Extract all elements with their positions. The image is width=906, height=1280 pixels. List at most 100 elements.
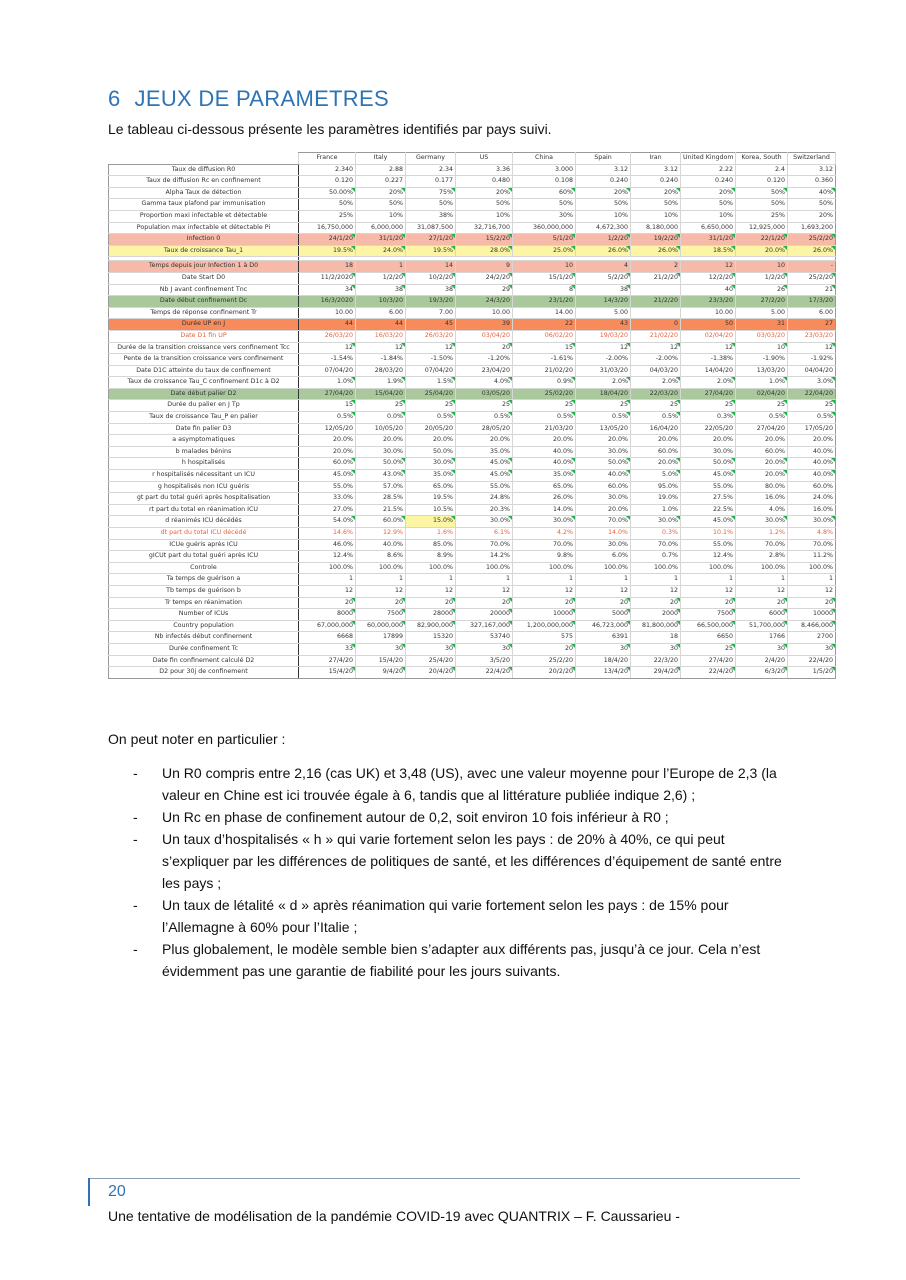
table-cell: 7500: [355, 608, 406, 621]
row-label: Ta temps de guérison a: [108, 573, 299, 586]
table-cell: 0.120: [735, 175, 788, 188]
column-header: Italy: [355, 152, 406, 165]
table-cell: 100.0%: [630, 561, 681, 575]
table-cell: 57.0%: [355, 480, 406, 494]
table-cell: 07/04/20: [405, 364, 456, 378]
table-cell: 30: [575, 642, 631, 656]
table-cell: 20.0%: [575, 434, 631, 447]
table-cell: 1: [298, 573, 356, 586]
table-cell: 100.0%: [298, 561, 356, 575]
table-cell: 10: [512, 260, 576, 273]
table-cell: 29/4/20: [630, 666, 681, 679]
table-row: Alpha Taux de détection 50.00% 20% 75% 20% 60…: [108, 186, 836, 200]
row-label: Taux de croissance Tau_1: [108, 244, 299, 258]
table-cell: 22/4/20: [787, 654, 836, 668]
table-cell: 60.0%: [355, 515, 406, 528]
table-cell: 16/3/2020: [298, 295, 356, 308]
row-label: h hospitalisés: [108, 457, 299, 471]
table-cell: 12: [455, 584, 513, 598]
table-cell: 53740: [455, 631, 513, 644]
table-cell: 43: [575, 318, 631, 331]
table-cell: 2.8%: [735, 550, 788, 563]
table-cell: 20000: [455, 608, 513, 621]
table-cell: 32,716,700: [455, 221, 513, 235]
table-cell: 2.0%: [680, 376, 736, 389]
table-cell: 19/2/20: [630, 233, 681, 246]
table-cell: 30: [405, 642, 456, 656]
table-cell: 1.5%: [405, 376, 456, 389]
row-label: a asymptomatiques: [108, 434, 299, 447]
table-cell: 10/3/20: [355, 295, 406, 308]
table-cell: 28/05/20: [455, 422, 513, 436]
table-cell: 0.5%: [575, 411, 631, 424]
table-cell: 18/04/20: [575, 387, 631, 401]
table-cell: 25/2/20: [787, 271, 836, 285]
table-cell: 0.5%: [298, 411, 356, 424]
table-cell: 20%: [680, 186, 736, 200]
table-cell: 6/3/20: [735, 666, 788, 679]
table-cell: 25%: [298, 209, 356, 223]
table-cell: 10000: [787, 608, 836, 621]
table-cell: 20.0%: [630, 434, 681, 447]
bullet-item: - Un taux de létalité « d » après réanima…: [133, 894, 793, 938]
table-cell: 26.0%: [787, 244, 836, 258]
table-cell: 38: [355, 283, 406, 297]
table-cell: 31/1/20: [680, 233, 736, 246]
row-label: rt part du total en réanimation ICU: [108, 503, 299, 517]
table-cell: 6000: [735, 608, 788, 621]
table-cell: -1.50%: [405, 353, 456, 366]
table-cell: 30: [455, 642, 513, 656]
table-cell: 44: [298, 318, 356, 331]
table-cell: 30: [355, 642, 406, 656]
table-row: gICUt part du total guéri après ICU 12.4%…: [108, 550, 836, 563]
table-cell: 35.0%: [512, 469, 576, 482]
table-cell: 45.0%: [455, 469, 513, 482]
section-heading: 6 JEUX DE PARAMETRES: [108, 86, 389, 112]
table-cell: 22.5%: [680, 503, 736, 517]
table-row: Tb temps de guérison b 12 12 12 12 12 12 12 12 12…: [108, 584, 836, 598]
table-row: Date D1 fin UP 26/03/20 16/03/20 26/03/20 03…: [108, 329, 836, 343]
table-row: h hospitalisés 60.0% 50.0% 30.0% 45.0% 40.0% 5…: [108, 457, 836, 471]
table-cell: 50%: [298, 198, 356, 211]
section-title: JEUX DE PARAMETRES: [134, 86, 389, 111]
table-cell: 8.9%: [405, 550, 456, 563]
table-cell: 50.0%: [405, 445, 456, 459]
table-cell: 20.0%: [512, 434, 576, 447]
table-cell: 21/03/20: [512, 422, 576, 436]
table-cell: 20.0%: [355, 434, 406, 447]
table-cell: 16/04/20: [630, 422, 681, 436]
column-header: Spain: [575, 152, 631, 165]
table-cell: 27/4/20: [298, 654, 356, 668]
table-cell: 18: [630, 631, 681, 644]
table-cell: 26: [735, 283, 788, 297]
row-label: D2 pour 30j de confinement: [108, 666, 299, 679]
row-label: Taux de diffusion Rc en confinement: [108, 175, 299, 188]
table-cell: 20%: [630, 186, 681, 200]
table-cell: 60,000,000: [355, 619, 406, 633]
table-row: Date début palier D2 27/04/20 15/04/20 25/0…: [108, 387, 836, 401]
table-cell: 30.0%: [405, 457, 456, 471]
table-row: gt part du total guéri après hospitalisa…: [108, 492, 836, 505]
table-row: Taux de croissance Tau_C confinement D1c…: [108, 376, 836, 389]
table-row: Taux de diffusion R0 2.340 2.88 2.34 3.36 3.0…: [108, 163, 836, 177]
table-cell: 50%: [735, 198, 788, 211]
bullet-text: Un taux de létalité « d » après réanimat…: [162, 897, 729, 935]
row-label: Tr temps en réanimation: [108, 596, 299, 610]
table-row: d réanimés ICU décédés 54.0% 60.0% 15.0% 30.…: [108, 515, 836, 528]
section-number: 6: [108, 86, 121, 111]
table-cell: 22/03/20: [630, 387, 681, 401]
table-cell: 25/2/20: [787, 233, 836, 246]
table-cell: 30.0%: [735, 515, 788, 528]
table-cell: 65.0%: [512, 480, 576, 494]
table-cell: 26/03/20: [405, 329, 456, 343]
table-cell: 40%: [787, 186, 836, 200]
table-cell: 30.0%: [787, 515, 836, 528]
table-cell: 4.2%: [512, 527, 576, 540]
table-cell: 14: [405, 260, 456, 273]
table-cell: 40.0%: [512, 457, 576, 471]
table-cell: 26.0%: [630, 244, 681, 258]
table-row: Durée confinement Tc 33 30 30 30 20 30 30 25 30 30: [108, 642, 836, 656]
table-row: D2 pour 30j de confinement 15/4/20 9/4/20 2…: [108, 666, 836, 679]
table-cell: 30.0%: [455, 515, 513, 528]
row-label: Date Start D0: [108, 271, 299, 285]
